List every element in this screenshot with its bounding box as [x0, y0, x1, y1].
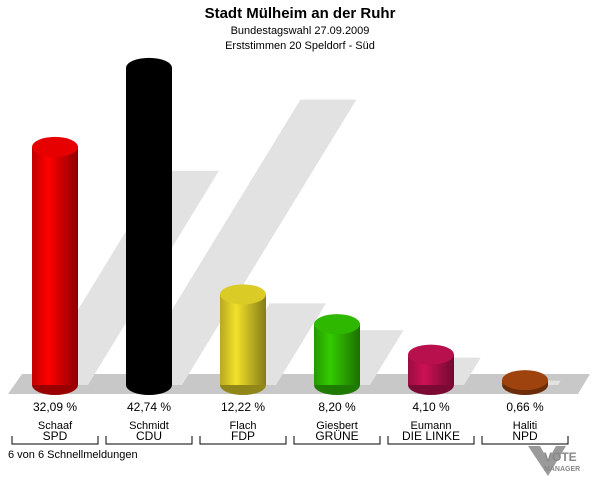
label-bracket — [11, 436, 99, 445]
label-bracket — [105, 436, 193, 445]
bar — [220, 294, 266, 385]
value-label: 42,74 % — [127, 400, 171, 414]
bar-top — [126, 57, 172, 78]
bar — [126, 67, 172, 385]
x-tick-label: SPD — [43, 429, 68, 443]
label-bracket — [387, 436, 475, 445]
value-label: 12,22 % — [221, 400, 265, 414]
candidate-label: Haliti — [513, 420, 537, 432]
x-tick-label: GRÜNE — [315, 429, 358, 443]
x-tick-label: DIE LINKE — [402, 429, 460, 443]
bar-top — [502, 370, 548, 391]
value-label: 32,09 % — [33, 400, 77, 414]
bar-top — [314, 314, 360, 335]
value-label: 4,10 % — [412, 400, 450, 414]
x-tick-label: CDU — [136, 429, 162, 443]
x-tick-label: FDP — [231, 429, 255, 443]
x-tick-label: NPD — [512, 429, 538, 443]
candidate-label: Schmidt — [129, 420, 169, 432]
value-label: 0,66 % — [506, 400, 544, 414]
label-bracket — [293, 436, 381, 445]
value-label: 8,20 % — [318, 400, 356, 414]
bar-top — [32, 136, 78, 157]
chart-subtitle: Erststimmen 20 Speldorf - Süd — [225, 40, 375, 52]
candidate-label: Schaaf — [38, 420, 73, 432]
bar — [32, 146, 78, 385]
bar-shadow — [126, 99, 357, 386]
bar — [314, 324, 360, 385]
candidate-label: Giesbert — [316, 420, 358, 432]
bar-top — [220, 284, 266, 305]
candidate-label: Flach — [230, 420, 257, 432]
bar-shadow — [32, 170, 219, 385]
logo-text: VOTE — [544, 450, 577, 464]
logo-text: MANAGER — [544, 466, 580, 473]
chart-title: Stadt Mülheim an der Ruhr — [205, 5, 396, 22]
footnote: 6 von 6 Schnellmeldungen — [8, 449, 138, 461]
logo-mark — [528, 446, 566, 476]
chart-subtitle: Bundestagswahl 27.09.2009 — [231, 25, 370, 37]
logo: VOTE MANAGER — [528, 446, 580, 476]
bar-top — [408, 344, 454, 365]
candidate-label: Eumann — [411, 420, 452, 432]
label-bracket — [481, 436, 569, 445]
label-bracket — [199, 436, 287, 445]
